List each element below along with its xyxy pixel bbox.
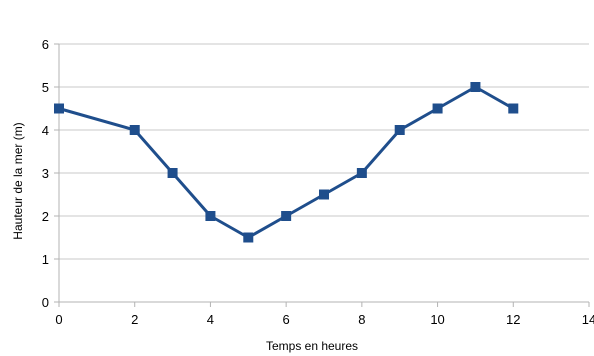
data-point-marker (129, 125, 140, 135)
data-point-marker (319, 189, 329, 200)
y-tick-label: 2 (42, 209, 49, 224)
data-point-marker (432, 103, 443, 114)
y-tick-label: 3 (42, 166, 49, 181)
y-tick-label: 5 (42, 80, 49, 95)
x-tick-label: 10 (430, 312, 444, 327)
x-tick-label: 8 (358, 312, 365, 327)
data-point-marker (394, 125, 405, 135)
y-tick-label: 1 (42, 252, 49, 267)
y-tick-label: 6 (42, 37, 49, 52)
data-point-marker (281, 211, 292, 221)
data-point-marker (167, 168, 178, 178)
x-tick-label: 12 (506, 312, 520, 327)
axes (54, 43, 590, 307)
series (54, 82, 519, 243)
y-tick-label: 4 (42, 123, 49, 138)
grid-lines (59, 43, 589, 260)
x-axis-title: Temps en heures (266, 339, 358, 353)
data-point-marker (470, 82, 481, 92)
y-tick-labels: 0 1 2 3 4 5 6 (42, 37, 49, 310)
data-point-marker (54, 103, 64, 114)
data-point-marker (356, 168, 367, 178)
data-point-marker (243, 232, 254, 243)
x-tick-label: 2 (131, 312, 138, 327)
x-tick-labels: 0 2 4 6 8 10 12 14 (55, 312, 594, 327)
x-tick-label: 6 (283, 312, 290, 327)
y-axis-title: Hauteur de la mer (m) (11, 122, 25, 239)
x-tick-label: 14 (582, 312, 594, 327)
series-line (58, 85, 515, 239)
x-tick-label: 0 (55, 312, 62, 327)
y-tick-label: 0 (42, 295, 49, 310)
x-tick-label: 4 (207, 312, 214, 327)
data-point-marker (508, 103, 519, 114)
data-point-marker (205, 211, 216, 221)
